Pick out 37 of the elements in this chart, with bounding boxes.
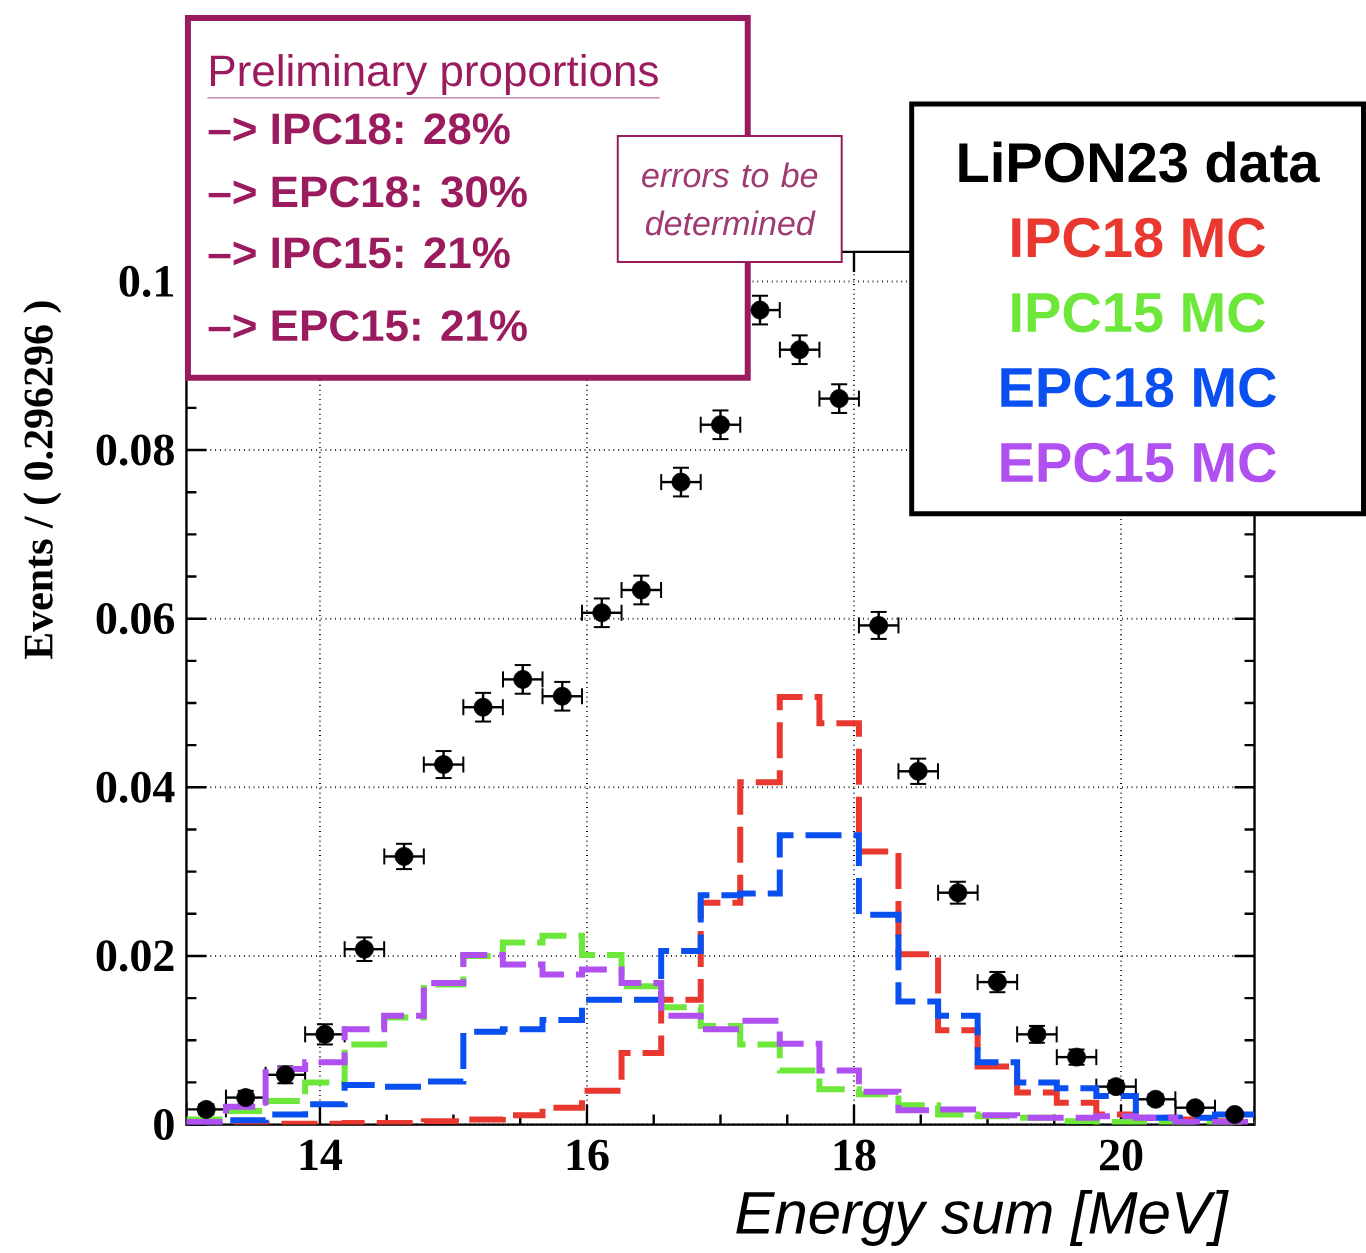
y-axis-title: Events / ( 0.296296 ) (23, 301, 62, 660)
point (592, 603, 612, 623)
point (829, 389, 849, 409)
point (671, 472, 691, 492)
annotation: –> IPC15: 21% (208, 237, 510, 269)
text: EPC15 MC (1001, 442, 1276, 483)
text: LiPON23 data (959, 141, 1320, 183)
x-tick-label: 16 (567, 1139, 609, 1171)
y-tick-label: 0.04 (96, 771, 175, 804)
point (750, 300, 770, 320)
y-tick-label: 0 (154, 1109, 174, 1141)
point (869, 616, 889, 636)
x-axis-title: Energy sum [MeV] (736, 1190, 1229, 1247)
point (473, 698, 493, 717)
point (434, 755, 453, 775)
point (711, 415, 730, 435)
y-tick-label: 0.02 (96, 940, 174, 972)
text: errors to be determined (642, 162, 818, 236)
x-tick-label: 14 (300, 1139, 343, 1171)
text: EPC18 MC (1001, 367, 1276, 408)
text: IPC18 MC (1012, 218, 1266, 258)
point (1225, 1105, 1245, 1125)
y-tick-label: 0.06 (96, 603, 175, 635)
y-tick-label: 0.1 (119, 265, 174, 298)
point (631, 580, 651, 600)
text: –> IPC18: 28% (208, 113, 510, 145)
x-tick-label: 20 (1099, 1139, 1143, 1171)
point (552, 687, 572, 706)
text: –> EPC18: 30% (208, 176, 527, 208)
text: IPC15 MC (1012, 293, 1266, 333)
point (908, 762, 928, 781)
annotation: –> EPC15: 21% (208, 310, 527, 342)
point (513, 670, 533, 689)
text: Preliminary proportions (210, 54, 658, 96)
point (790, 340, 810, 360)
x-tick-label: 18 (834, 1139, 876, 1171)
y-tick-label: 0.08 (96, 434, 174, 466)
